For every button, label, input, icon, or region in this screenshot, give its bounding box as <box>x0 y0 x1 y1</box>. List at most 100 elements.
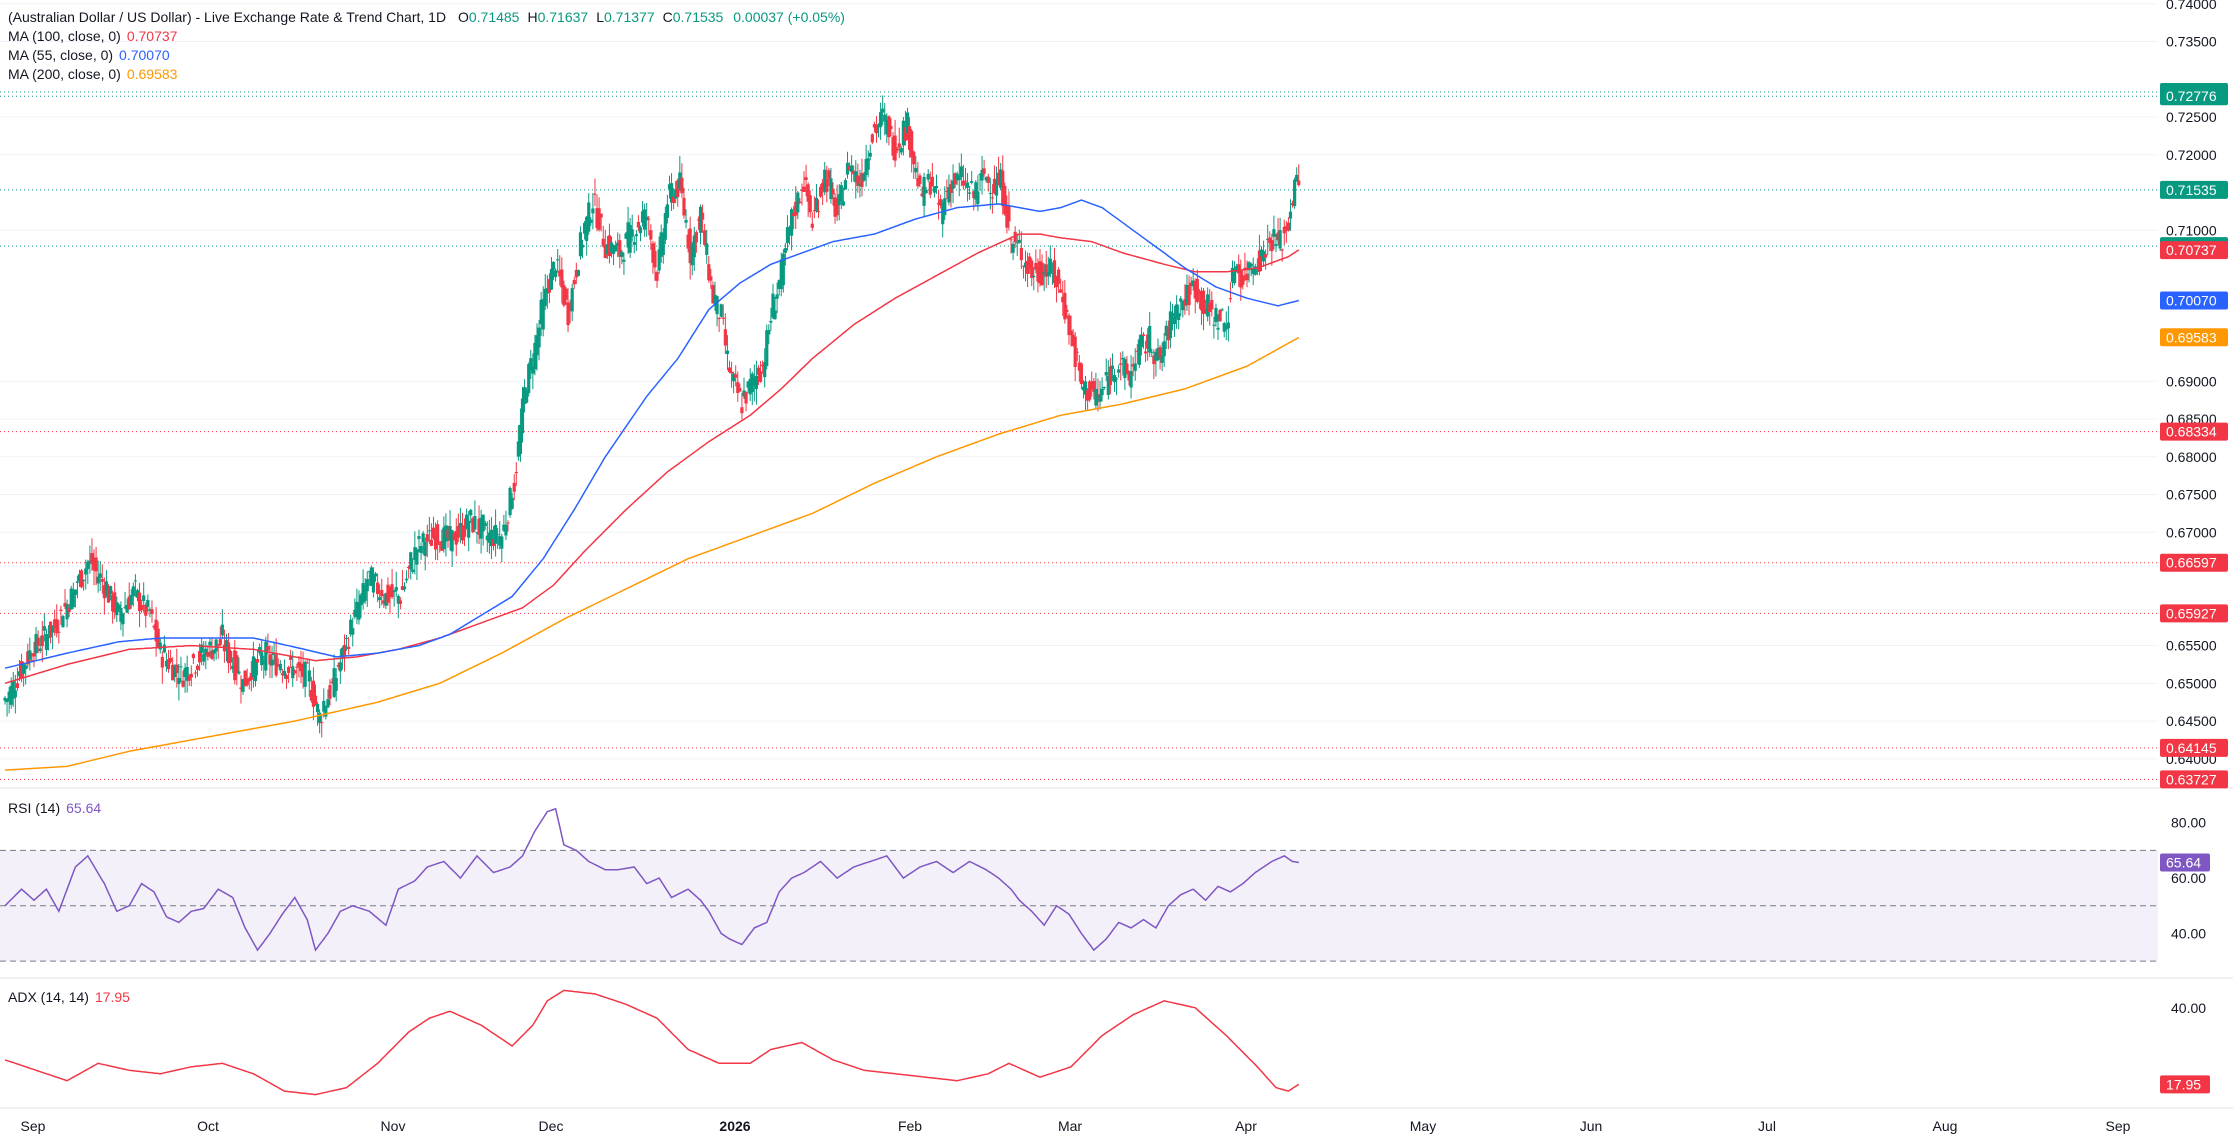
candle-down <box>233 650 237 681</box>
candle-up <box>771 293 775 318</box>
candle-up <box>200 644 204 653</box>
candle-up <box>351 628 355 635</box>
candle-up <box>678 172 682 189</box>
candle-up <box>1102 386 1106 389</box>
candle-up <box>357 604 361 620</box>
candle-down <box>55 619 59 634</box>
candle-down <box>216 644 220 646</box>
candle-up <box>7 691 11 701</box>
candle-up <box>1172 316 1177 325</box>
candle-up <box>164 660 169 667</box>
candle-up <box>1129 371 1133 388</box>
candle-up <box>1170 312 1175 317</box>
candle-down <box>313 695 318 705</box>
rsi-badge-label: 65.64 <box>2166 854 2201 870</box>
candle-down <box>1061 296 1065 303</box>
candle-down <box>729 371 734 374</box>
candle-up <box>1100 388 1104 396</box>
candle-up <box>183 668 187 678</box>
candle-down <box>568 304 572 311</box>
candle-down <box>40 635 44 647</box>
candle-down <box>812 210 816 212</box>
candle-up <box>516 441 520 457</box>
candle-down <box>1264 254 1268 258</box>
candle-up <box>1247 262 1251 271</box>
candle-up <box>841 201 845 206</box>
candle-up <box>622 259 626 262</box>
candle-down <box>860 173 864 187</box>
price-tick-label: 0.68000 <box>2166 449 2217 465</box>
candle-down <box>603 244 607 259</box>
candle-down <box>127 596 131 610</box>
candle-up <box>899 148 903 153</box>
candle-down <box>462 527 467 537</box>
candle-down <box>560 269 564 288</box>
candle-up <box>411 569 415 573</box>
candle-down <box>249 672 253 680</box>
price-badge <box>2160 291 2228 310</box>
candle-up <box>914 167 918 173</box>
candle-up <box>11 681 15 699</box>
candle-down <box>903 127 908 141</box>
candle-down <box>761 364 765 367</box>
candle-up <box>657 249 661 271</box>
candle-up <box>322 700 326 712</box>
ohlc-key-h: H <box>527 9 538 25</box>
candle-down <box>36 637 40 646</box>
price-badge-label: 0.68334 <box>2166 424 2217 440</box>
candle-down <box>388 590 392 598</box>
candle-up <box>1150 351 1154 353</box>
candle-up <box>537 327 541 348</box>
symbol-title: (Australian Dollar / US Dollar) - Live E… <box>8 9 447 25</box>
candle-down <box>734 374 738 378</box>
candle-up <box>777 279 781 289</box>
candle-down <box>1025 260 1030 274</box>
candle-down <box>454 530 458 545</box>
rsi-tick-label: 40.00 <box>2171 925 2206 941</box>
candle-up <box>539 299 543 325</box>
candle-up <box>1114 378 1119 380</box>
candle-down <box>243 670 247 686</box>
candle-down <box>1297 180 1301 186</box>
rsi-value: 65.64 <box>66 800 102 816</box>
candle-down <box>717 317 721 320</box>
candle-up <box>1081 386 1086 391</box>
candle-up <box>984 177 988 181</box>
candle-up <box>1098 394 1102 402</box>
candle-up <box>270 659 274 666</box>
candle-down <box>376 582 380 595</box>
candle-down <box>740 407 744 414</box>
candle-up <box>318 712 322 724</box>
ma100-line <box>4 233 1300 685</box>
candle-down <box>918 175 922 184</box>
candle-up <box>467 520 471 538</box>
symbol-legend: (Australian Dollar / US Dollar) - Live E… <box>8 9 845 25</box>
candle-up <box>742 390 746 397</box>
candle-up <box>545 288 549 294</box>
candle-up <box>968 192 972 194</box>
candle-down <box>963 180 968 182</box>
candle-down <box>309 690 313 701</box>
candle-down <box>1199 290 1204 311</box>
candle-up <box>1274 244 1278 246</box>
candle-down <box>456 525 460 538</box>
candle-up <box>955 173 959 181</box>
candle-down <box>301 663 305 677</box>
candle-down <box>1028 256 1032 269</box>
candle-up <box>1110 365 1115 370</box>
candle-down <box>113 592 117 613</box>
candle-down <box>694 232 698 243</box>
candle-down <box>1189 282 1193 287</box>
price-badge-label: 0.71535 <box>2166 182 2217 198</box>
candle-up <box>253 660 258 682</box>
candle-up <box>957 175 961 180</box>
candle-down <box>210 650 214 659</box>
candle-up <box>378 597 382 601</box>
candle-up <box>82 579 86 581</box>
candle-down <box>438 543 442 545</box>
candle-down <box>572 280 576 285</box>
candle-up <box>632 242 636 245</box>
candle-down <box>1228 298 1233 300</box>
candle-up <box>303 661 307 687</box>
